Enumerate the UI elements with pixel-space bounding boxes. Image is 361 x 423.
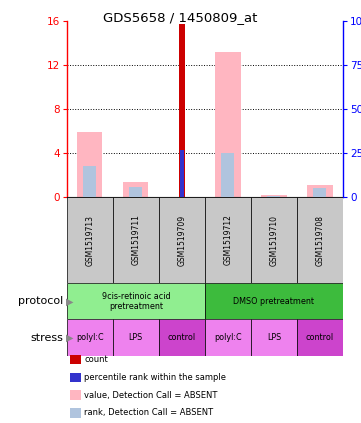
Text: LPS: LPS bbox=[129, 333, 143, 342]
Bar bbox=[251, 197, 297, 283]
Bar bbox=[297, 197, 343, 283]
Bar bbox=[159, 197, 205, 283]
Text: GSM1519708: GSM1519708 bbox=[316, 214, 325, 266]
Bar bbox=[251, 319, 297, 356]
Bar bbox=[297, 319, 343, 356]
Bar bbox=[67, 197, 113, 283]
Text: 9cis-retinoic acid
pretreatment: 9cis-retinoic acid pretreatment bbox=[101, 292, 170, 311]
Bar bbox=[205, 197, 251, 283]
Text: GSM1519711: GSM1519711 bbox=[131, 214, 140, 266]
Bar bbox=[159, 319, 205, 356]
Text: control: control bbox=[168, 333, 196, 342]
Bar bbox=[83, 166, 96, 197]
Text: control: control bbox=[306, 333, 334, 342]
Bar bbox=[77, 132, 103, 197]
Text: polyI:C: polyI:C bbox=[214, 333, 242, 342]
Text: GSM1519710: GSM1519710 bbox=[269, 214, 278, 266]
Text: ▶: ▶ bbox=[66, 297, 73, 306]
Bar bbox=[67, 283, 205, 319]
Text: DMSO pretreatment: DMSO pretreatment bbox=[234, 297, 314, 306]
Bar bbox=[113, 319, 159, 356]
Text: GSM1519713: GSM1519713 bbox=[85, 214, 94, 266]
Text: protocol: protocol bbox=[18, 297, 63, 306]
Bar bbox=[261, 195, 287, 197]
Bar bbox=[215, 52, 240, 197]
Bar bbox=[179, 149, 184, 197]
Bar bbox=[313, 189, 326, 197]
Bar bbox=[179, 25, 184, 197]
Text: value, Detection Call = ABSENT: value, Detection Call = ABSENT bbox=[84, 390, 217, 400]
Text: rank, Detection Call = ABSENT: rank, Detection Call = ABSENT bbox=[84, 408, 213, 418]
Bar bbox=[307, 184, 332, 197]
Text: GDS5658 / 1450809_at: GDS5658 / 1450809_at bbox=[103, 11, 258, 24]
Bar bbox=[123, 182, 148, 197]
Text: LPS: LPS bbox=[267, 333, 281, 342]
Text: GSM1519709: GSM1519709 bbox=[177, 214, 186, 266]
Bar bbox=[113, 197, 159, 283]
Bar bbox=[221, 153, 234, 197]
Bar bbox=[205, 319, 251, 356]
Text: count: count bbox=[84, 355, 108, 364]
Bar bbox=[205, 283, 343, 319]
Bar bbox=[67, 319, 113, 356]
Bar bbox=[129, 187, 142, 197]
Text: percentile rank within the sample: percentile rank within the sample bbox=[84, 373, 226, 382]
Text: GSM1519712: GSM1519712 bbox=[223, 214, 232, 266]
Text: ▶: ▶ bbox=[66, 333, 73, 343]
Bar bbox=[268, 196, 280, 197]
Text: polyI:C: polyI:C bbox=[76, 333, 104, 342]
Text: stress: stress bbox=[30, 333, 63, 343]
